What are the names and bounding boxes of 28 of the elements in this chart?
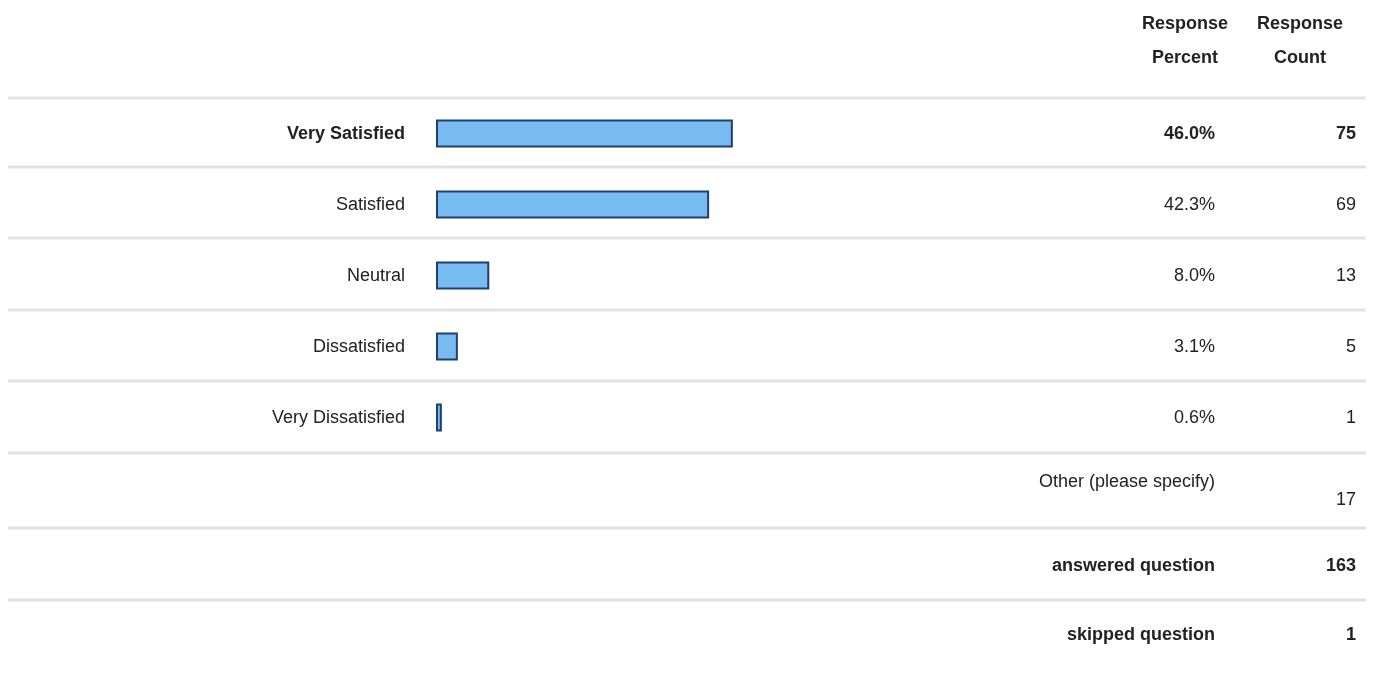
y-tick-label: Very Dissatisfied — [271, 406, 405, 427]
text: Response Percent — [1141, 13, 1229, 67]
y-tick-label: Satisfied — [335, 193, 405, 214]
text: 75 — [1335, 122, 1356, 143]
data-label: 42.3% — [1163, 193, 1215, 214]
text: Response Count — [1256, 13, 1344, 67]
text: answered question — [1051, 555, 1215, 575]
data-label: 46.0% — [1163, 122, 1215, 143]
text: 17 — [1335, 489, 1356, 509]
text: 1 — [1345, 624, 1356, 644]
bar — [436, 403, 442, 432]
text: 69 — [1335, 193, 1356, 214]
text: 13 — [1335, 264, 1356, 285]
y-tick-label: Very Satisfied — [286, 122, 405, 143]
bar — [436, 261, 490, 290]
text: Other (please specify) — [1038, 471, 1215, 491]
data-label: 8.0% — [1173, 264, 1215, 285]
text: 163 — [1325, 555, 1356, 575]
y-tick-label: Dissatisfied — [312, 335, 405, 356]
bar — [436, 332, 458, 361]
bar — [436, 119, 733, 148]
text: 1 — [1345, 406, 1356, 427]
bar — [436, 190, 710, 219]
text: 5 — [1345, 335, 1356, 356]
data-label: 0.6% — [1173, 406, 1215, 427]
y-tick-label: Neutral — [346, 264, 405, 285]
data-label: 3.1% — [1173, 335, 1215, 356]
text: skipped question — [1066, 624, 1215, 644]
